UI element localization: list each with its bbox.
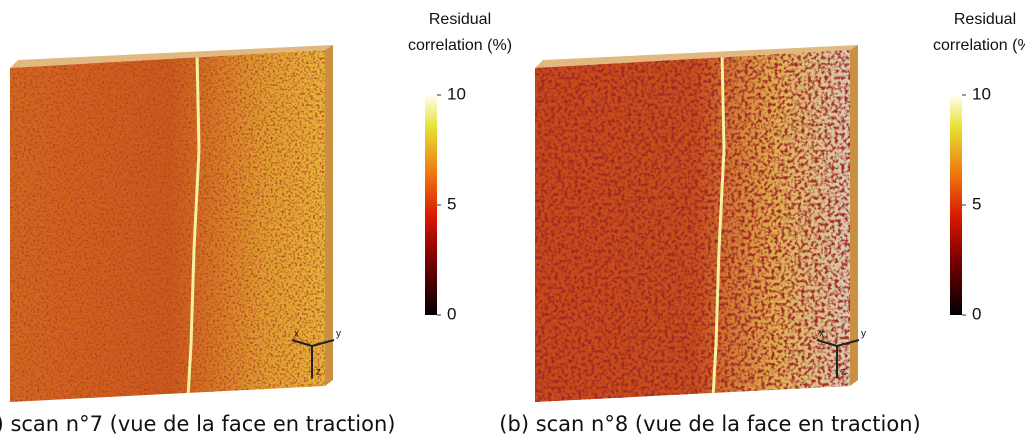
slab-face [535,50,850,402]
face-noise [10,50,325,402]
colorbar-tick-label: 10 [972,84,991,103]
slab-side [850,45,858,386]
colorbar-tick-label: 0 [972,304,981,323]
axis-label: z [316,367,321,378]
axis-label: x [294,329,299,340]
colorbar [425,95,437,315]
axis-x [291,339,313,347]
axis-y [836,339,860,347]
caption: (a) scan n°7 (vue de la face en traction… [0,412,395,436]
panel: Residual correlation (%) 0 5 10 x y z (a) scan n… [0,11,512,436]
slab-top [10,45,333,68]
axis-label: x [819,329,824,340]
colorbar-title: Residual [954,11,1016,28]
slab-top [535,45,858,68]
slab-side [325,45,333,386]
axis-y [311,339,335,347]
panel: Residual correlation (%) 0 5 10 x y z (b) scan n… [499,11,1025,436]
face-noise [535,50,850,402]
colorbar-title: correlation (%) [408,37,512,54]
colorbar-tick-label: 10 [447,84,466,103]
colorbar-tick-label: 5 [447,194,456,213]
crack [711,51,726,399]
colorbar [950,95,962,315]
colorbar-tick-label: 5 [972,194,981,213]
colorbar-tick-label: 0 [447,304,456,323]
caption: (b) scan n°8 (vue de la face en traction… [499,412,920,436]
slab-face [10,50,325,402]
crack [186,51,201,399]
colorbar-title: correlation (%) [933,37,1025,54]
axis-label: z [841,367,846,378]
colorbar-title: Residual [429,11,491,28]
axis-label: y [336,329,341,340]
axis-x [816,339,838,347]
axis-label: y [861,329,866,340]
